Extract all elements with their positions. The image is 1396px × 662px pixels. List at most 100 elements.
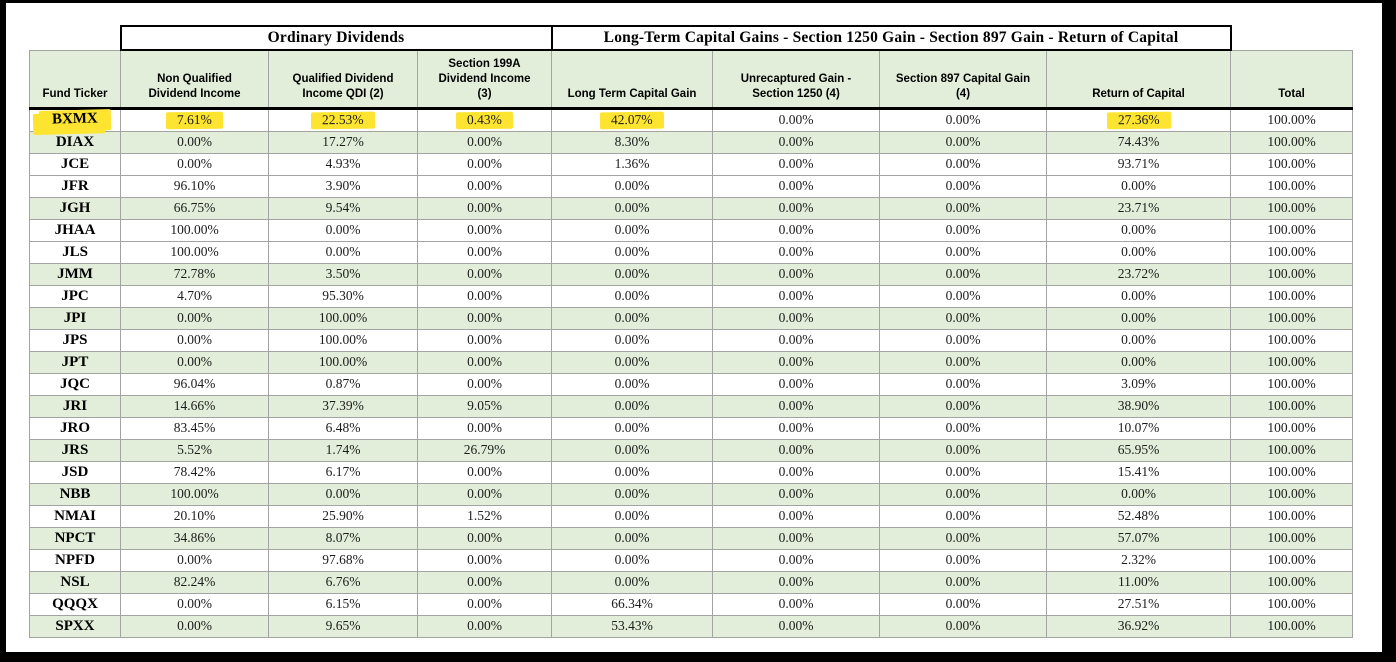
table-row: JGH 66.75% 9.54% 0.00% 0.00% 0.00% 0.00% 23.71%… (29, 196, 1354, 220)
value-cell: 23.71% (1045, 196, 1232, 220)
value-cell: 0.00% (879, 240, 1047, 264)
fund-ticker-cell: NPCT (29, 526, 121, 550)
value-cell: 0.00% (268, 240, 418, 264)
value-cell: 0.00% (712, 107, 880, 132)
table-row: NPFD 0.00% 97.68% 0.00% 0.00% 0.00% 0.00% 2.32%… (29, 548, 1354, 572)
value-cell: 100.00% (1230, 196, 1354, 220)
value-cell: 11.00% (1045, 570, 1232, 594)
value-cell: 0.00% (712, 504, 880, 528)
highlight-mark: 27.36% (1106, 111, 1171, 129)
value-cell: 0.00% (879, 592, 1047, 616)
table-row: JQC 96.04% 0.87% 0.00% 0.00% 0.00% 0.00% 3.09% 1… (29, 372, 1354, 396)
value-cell: 0.00% (120, 130, 269, 154)
value-cell: 0.00% (879, 284, 1047, 308)
value-cell: 100.00% (1230, 504, 1354, 528)
value-cell: 0.00% (712, 218, 880, 242)
value-cell: 7.61% (120, 107, 269, 132)
table-row: JRO 83.45% 6.48% 0.00% 0.00% 0.00% 0.00% 10.07%… (29, 416, 1354, 440)
value-cell: 0.00% (551, 328, 713, 352)
fund-ticker-cell: JLS (29, 240, 121, 264)
value-cell: 27.36% (1045, 107, 1232, 132)
value-cell: 0.00% (551, 548, 713, 572)
fund-ticker-cell: NMAI (29, 504, 121, 528)
value-cell: 0.00% (120, 592, 269, 616)
value-cell: 9.65% (268, 614, 418, 638)
value-cell: 8.30% (551, 130, 713, 154)
value-cell: 97.68% (268, 548, 418, 572)
value-cell: 0.00% (120, 350, 269, 374)
value-cell: 0.00% (879, 372, 1047, 396)
value-cell: 0.00% (417, 152, 552, 176)
table-row: NPCT 34.86% 8.07% 0.00% 0.00% 0.00% 0.00% 57.07… (29, 526, 1354, 550)
value-cell: 0.00% (712, 372, 880, 396)
value-cell: 82.24% (120, 570, 269, 594)
column-header-unrecaptured-gain-section-1250: Unrecaptured Gain - Section 1250 (4) (712, 49, 880, 110)
fund-ticker-cell: JRO (29, 416, 121, 440)
value-cell: 100.00% (1230, 592, 1354, 616)
fund-ticker-cell: JMM (29, 262, 121, 286)
value-cell: 0.00% (879, 350, 1047, 374)
value-cell: 0.00% (120, 152, 269, 176)
value-cell: 0.00% (551, 284, 713, 308)
value-cell: 0.00% (879, 438, 1047, 462)
value-cell: 0.00% (879, 328, 1047, 352)
value-cell: 0.00% (712, 570, 880, 594)
value-cell: 0.00% (879, 306, 1047, 330)
value-cell: 100.00% (1230, 416, 1354, 440)
value-cell: 0.00% (551, 262, 713, 286)
fund-ticker-cell: JPS (29, 328, 121, 352)
value-cell: 0.00% (879, 107, 1047, 132)
column-header-section-199a-dividend-income: Section 199A Dividend Income (3) (417, 49, 552, 110)
value-cell: 100.00% (1230, 218, 1354, 242)
value-cell: 27.51% (1045, 592, 1232, 616)
value-cell: 4.70% (120, 284, 269, 308)
fund-ticker-cell: QQQX (29, 592, 121, 616)
value-cell: 0.00% (417, 262, 552, 286)
value-cell: 52.48% (1045, 504, 1232, 528)
value-cell: 0.00% (712, 262, 880, 286)
value-cell: 0.00% (879, 504, 1047, 528)
value-cell: 0.00% (879, 548, 1047, 572)
value-cell: 96.10% (120, 174, 269, 198)
value-cell: 100.00% (1230, 306, 1354, 330)
value-cell: 0.00% (268, 218, 418, 242)
value-cell: 4.93% (268, 152, 418, 176)
value-cell: 1.52% (417, 504, 552, 528)
value-cell: 78.42% (120, 460, 269, 484)
table-row: JRS 5.52% 1.74% 26.79% 0.00% 0.00% 0.00% 65.95%… (29, 438, 1354, 462)
value-cell: 100.00% (1230, 482, 1354, 506)
value-cell: 17.27% (268, 130, 418, 154)
group-header-ordinary-dividends: Ordinary Dividends (119, 25, 553, 51)
value-cell: 0.00% (712, 174, 880, 198)
value-cell: 5.52% (120, 438, 269, 462)
value-cell: 53.43% (551, 614, 713, 638)
value-cell: 100.00% (1230, 570, 1354, 594)
group-header-row: Ordinary Dividends Long-Term Capital Gai… (30, 25, 1353, 51)
value-cell: 0.00% (712, 460, 880, 484)
value-cell: 0.00% (417, 130, 552, 154)
value-cell: 6.76% (268, 570, 418, 594)
value-cell: 0.00% (1045, 350, 1232, 374)
table-row: JPC 4.70% 95.30% 0.00% 0.00% 0.00% 0.00% 0.00% 1… (29, 284, 1354, 308)
value-cell: 25.90% (268, 504, 418, 528)
value-cell: 14.66% (120, 394, 269, 418)
value-cell: 0.00% (551, 438, 713, 462)
fund-ticker-cell: JPT (29, 350, 121, 374)
table-row: NSL 82.24% 6.76% 0.00% 0.00% 0.00% 0.00% 11.00%… (29, 570, 1354, 594)
value-cell: 0.00% (417, 416, 552, 440)
value-cell: 20.10% (120, 504, 269, 528)
value-cell: 100.00% (120, 218, 269, 242)
value-cell: 0.00% (1045, 240, 1232, 264)
value-cell: 100.00% (1230, 548, 1354, 572)
value-cell: 37.39% (268, 394, 418, 418)
value-cell: 10.07% (1045, 416, 1232, 440)
highlight-mark: 0.43% (455, 111, 514, 129)
table-row: JPS 0.00% 100.00% 0.00% 0.00% 0.00% 0.00% 0.00%… (29, 328, 1354, 352)
fund-ticker-cell: NPFD (29, 548, 121, 572)
value-cell: 100.00% (1230, 438, 1354, 462)
value-cell: 0.00% (551, 394, 713, 418)
table-row: JLS 100.00% 0.00% 0.00% 0.00% 0.00% 0.00% 0.00%… (29, 240, 1354, 264)
column-header-section-897-capital-gain: Section 897 Capital Gain (4) (879, 49, 1047, 110)
value-cell: 0.00% (551, 416, 713, 440)
value-cell: 0.87% (268, 372, 418, 396)
